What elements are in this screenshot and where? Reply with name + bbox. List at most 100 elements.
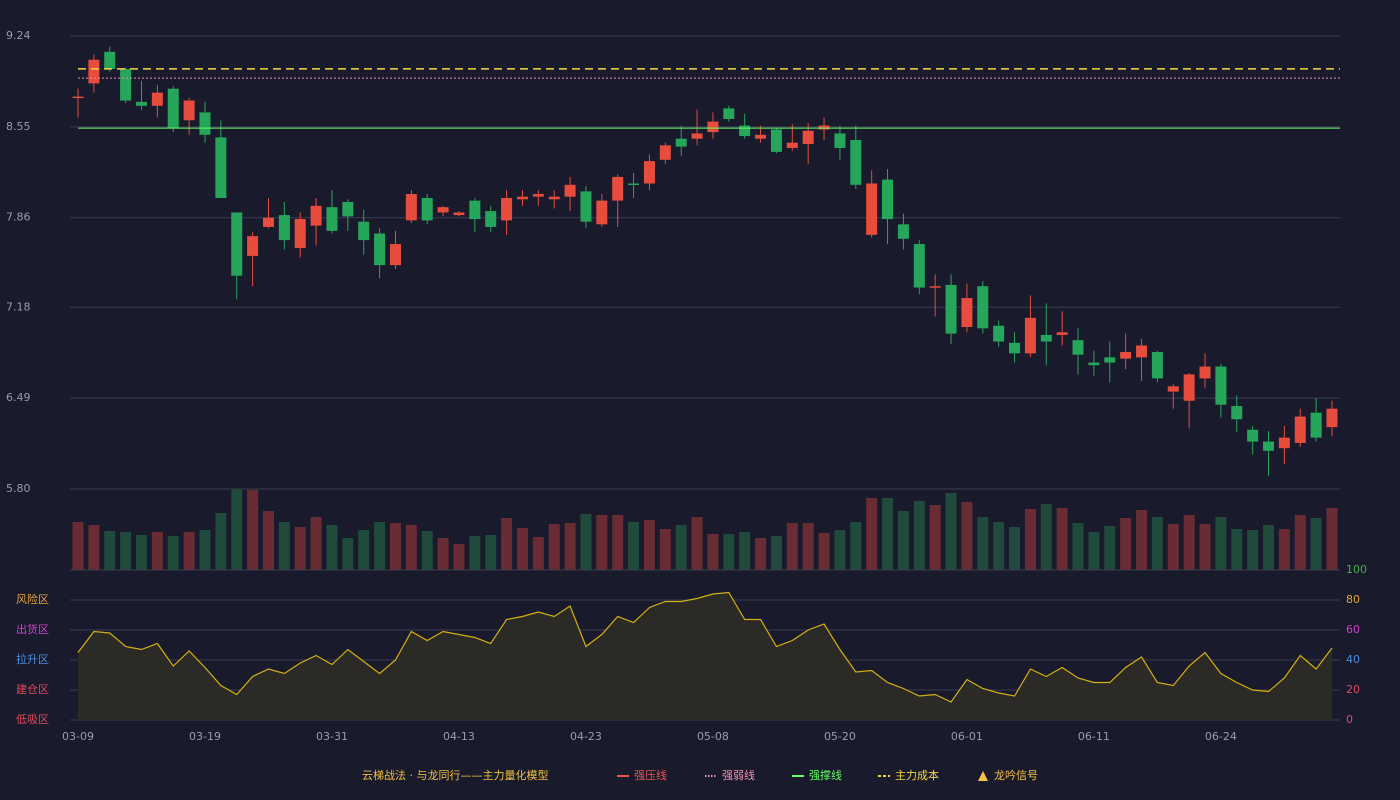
- candle-body: [326, 207, 338, 231]
- candle-body: [1278, 437, 1290, 449]
- volume-bar: [342, 538, 354, 570]
- candle-body: [294, 219, 306, 249]
- candle-body: [183, 100, 195, 121]
- y-tick-label: 7.86: [6, 211, 31, 224]
- candle-body: [643, 161, 655, 184]
- volume-bar: [866, 498, 878, 570]
- candle-body: [421, 197, 433, 221]
- legend-title: 云梯战法 · 与龙同行——主力量化模型: [362, 768, 549, 782]
- x-tick-label: 05-20: [824, 730, 856, 743]
- volume-bar: [580, 514, 592, 570]
- volume-bar: [453, 544, 465, 570]
- volume-bar: [215, 513, 227, 570]
- volume-bar: [659, 529, 671, 570]
- candle-body: [723, 108, 735, 119]
- x-tick-label: 04-13: [443, 730, 475, 743]
- candle-body: [659, 145, 671, 160]
- candle-body: [389, 244, 401, 266]
- zone-label: 出货区: [16, 622, 49, 636]
- volume-bar: [1136, 510, 1148, 570]
- candle-body: [882, 179, 894, 220]
- volume-bar: [421, 531, 433, 570]
- volume-bar: [739, 532, 751, 570]
- volume-bar: [897, 511, 909, 570]
- volume-bar: [1104, 526, 1116, 570]
- candle-body: [167, 88, 179, 129]
- volume-bar: [278, 522, 290, 570]
- zone-label: 建仓区: [16, 682, 49, 696]
- volume-bar: [596, 515, 608, 570]
- volume-bar: [501, 518, 513, 570]
- volume-bar: [151, 532, 163, 570]
- volume-bar: [167, 536, 179, 570]
- candle-body: [1326, 408, 1338, 428]
- candle-body: [262, 217, 274, 227]
- candle-body: [453, 212, 465, 216]
- candle-body: [405, 194, 417, 221]
- candle-body: [612, 176, 624, 201]
- volume-bar: [469, 536, 481, 570]
- x-tick-label: 03-31: [316, 730, 348, 743]
- candle-body: [1120, 352, 1132, 359]
- candle-body: [802, 130, 814, 144]
- candle-body: [770, 129, 782, 152]
- volume-bar: [1167, 524, 1179, 570]
- volume-bar: [485, 535, 497, 570]
- candle-body: [548, 196, 560, 200]
- candle-body: [691, 133, 703, 139]
- volume-bar: [294, 527, 306, 570]
- volume-bar: [183, 532, 195, 570]
- oscillator-line: [77, 591, 1333, 703]
- volume-bar: [1024, 509, 1036, 570]
- candle-body: [580, 191, 592, 222]
- volume-bar: [1247, 530, 1259, 570]
- candle-body: [1040, 334, 1052, 342]
- candle-body: [961, 298, 973, 328]
- volume-bar: [1310, 518, 1322, 570]
- volume-bar: [786, 523, 798, 570]
- candle-body: [532, 194, 544, 197]
- volume-bar: [1326, 508, 1338, 570]
- volume-bar: [135, 535, 147, 570]
- oscillator-area: [78, 592, 1332, 720]
- volume-bar: [691, 517, 703, 570]
- y2-tick-label: 80: [1346, 593, 1360, 606]
- candle-body: [1088, 362, 1100, 366]
- volume-bar: [1009, 527, 1021, 570]
- volume-bar: [104, 531, 116, 570]
- volume-bar: [120, 532, 132, 570]
- volume-bar: [850, 522, 862, 570]
- candle-body: [786, 142, 798, 148]
- candle-body: [834, 133, 846, 148]
- candle-body: [564, 184, 576, 197]
- volume-bar: [961, 502, 973, 570]
- candle-body: [897, 224, 909, 239]
- legend-label: 强压线: [634, 768, 667, 782]
- candle-body: [247, 236, 259, 256]
- candle-body: [1183, 374, 1195, 401]
- zone-label: 低吸区: [16, 713, 49, 726]
- candle-body: [596, 200, 608, 225]
- candle-body: [72, 96, 84, 99]
- candle-body: [199, 112, 211, 135]
- volume-bar: [945, 493, 957, 570]
- y-tick-label: 5.80: [6, 482, 31, 495]
- candle-body: [913, 244, 925, 288]
- candle-body: [1072, 340, 1084, 355]
- volume-bar: [310, 517, 322, 570]
- volume-bar: [818, 533, 830, 570]
- y2-tick-label: 60: [1346, 623, 1360, 636]
- volume-bar: [1278, 529, 1290, 570]
- candle-body: [485, 211, 497, 227]
- candle-body: [437, 207, 449, 213]
- legend-symbol: [978, 771, 988, 781]
- candle-body: [1231, 406, 1243, 420]
- candle-body: [516, 196, 528, 200]
- volume-bar: [1294, 515, 1306, 570]
- volume-bar: [929, 505, 941, 570]
- y-tick-label: 9.24: [6, 29, 31, 42]
- volume-bar: [1072, 523, 1084, 570]
- y2-tick-label: 100: [1346, 563, 1367, 576]
- candle-body: [278, 215, 290, 241]
- volume-bar: [1199, 524, 1211, 570]
